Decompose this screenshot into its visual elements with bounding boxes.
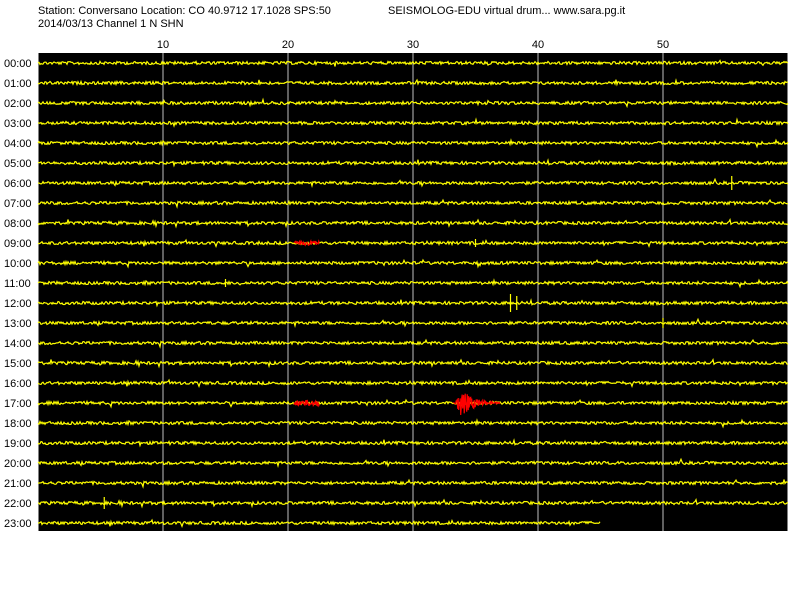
trace-05:00 bbox=[37, 158, 789, 168]
event-mark-0 bbox=[293, 238, 320, 247]
trace-01:00 bbox=[37, 78, 788, 87]
hour-label: 01:00 bbox=[4, 78, 32, 90]
station-info: Station: Conversano Location: CO 40.9712… bbox=[38, 5, 331, 17]
trace-07:00 bbox=[37, 198, 789, 209]
trace-02:00 bbox=[37, 97, 789, 109]
traces bbox=[37, 59, 789, 529]
hour-label: 03:00 bbox=[4, 118, 32, 130]
minute-tick-labels: 10 20 30 40 50 bbox=[157, 39, 669, 51]
hour-label: 05:00 bbox=[4, 158, 32, 170]
trace-19:00 bbox=[37, 438, 789, 448]
trace-13:00 bbox=[37, 317, 789, 328]
hour-label: 10:00 bbox=[4, 258, 32, 270]
minute-tick-label: 30 bbox=[407, 39, 419, 51]
minute-tick-label: 50 bbox=[657, 39, 669, 51]
trace-04:00 bbox=[37, 138, 789, 149]
minute-tick-label: 10 bbox=[157, 39, 169, 51]
hour-label: 07:00 bbox=[4, 198, 32, 210]
trace-15:00 bbox=[37, 357, 789, 369]
hour-label: 17:00 bbox=[4, 398, 32, 410]
hour-label: 12:00 bbox=[4, 298, 32, 310]
trace-18:00 bbox=[37, 418, 789, 429]
hour-label: 00:00 bbox=[4, 58, 32, 70]
hour-label: 18:00 bbox=[4, 418, 32, 430]
trace-20:00 bbox=[37, 457, 789, 468]
source-info: SEISMOLOG-EDU virtual drum... www.sara.p… bbox=[388, 5, 626, 17]
hour-label: 16:00 bbox=[4, 378, 32, 390]
hour-label: 06:00 bbox=[4, 178, 32, 190]
hour-label: 23:00 bbox=[4, 518, 32, 530]
event-quake-2 bbox=[452, 393, 501, 416]
minute-tick-label: 20 bbox=[282, 39, 294, 51]
trace-22:00 bbox=[37, 497, 789, 509]
hour-label: 02:00 bbox=[4, 98, 32, 110]
trace-23:00 bbox=[38, 518, 601, 529]
trace-17:00 bbox=[37, 398, 789, 409]
hour-label: 14:00 bbox=[4, 338, 32, 350]
hour-label: 21:00 bbox=[4, 478, 32, 490]
trace-03:00 bbox=[38, 117, 789, 128]
trace-08:00 bbox=[37, 217, 789, 229]
trace-11:00 bbox=[37, 278, 789, 289]
trace-12:00 bbox=[37, 294, 789, 312]
hour-label: 08:00 bbox=[4, 218, 32, 230]
trace-16:00 bbox=[37, 378, 789, 389]
hour-label: 15:00 bbox=[4, 358, 32, 370]
trace-21:00 bbox=[37, 478, 788, 489]
trace-14:00 bbox=[37, 338, 789, 349]
hour-label: 22:00 bbox=[4, 498, 32, 510]
hour-label: 04:00 bbox=[4, 138, 32, 150]
minute-tick-label: 40 bbox=[532, 39, 544, 51]
trace-00:00 bbox=[37, 59, 789, 67]
grid-lines bbox=[37, 53, 789, 531]
trace-10:00 bbox=[37, 258, 789, 269]
hour-label: 20:00 bbox=[4, 458, 32, 470]
hour-label: 11:00 bbox=[4, 278, 31, 290]
date-channel-info: 2014/03/13 Channel 1 N SHN bbox=[38, 18, 184, 30]
hour-label: 13:00 bbox=[4, 318, 32, 330]
hour-labels: 00:00 01:00 02:00 03:00 04:00 05:00 06:00 07:00… bbox=[4, 58, 32, 530]
trace-06:00 bbox=[37, 176, 789, 190]
hour-label: 09:00 bbox=[4, 238, 32, 250]
event-mark-1 bbox=[293, 399, 320, 408]
trace-09:00 bbox=[37, 238, 789, 249]
event-traces bbox=[293, 238, 501, 416]
hour-label: 19:00 bbox=[4, 438, 32, 450]
